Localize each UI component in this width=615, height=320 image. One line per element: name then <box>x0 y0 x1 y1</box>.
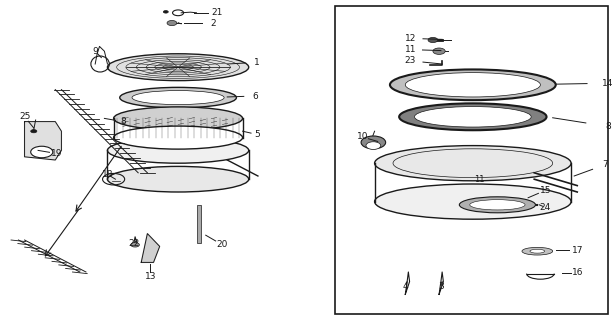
Ellipse shape <box>366 142 381 149</box>
Text: 14: 14 <box>602 79 614 88</box>
Text: 25: 25 <box>19 112 30 121</box>
Text: 8: 8 <box>605 122 611 131</box>
Ellipse shape <box>390 69 556 100</box>
Polygon shape <box>25 122 62 160</box>
Text: 13: 13 <box>145 272 156 281</box>
Text: 23: 23 <box>405 56 416 65</box>
Text: 6: 6 <box>252 92 258 100</box>
Text: 5: 5 <box>254 130 260 139</box>
Ellipse shape <box>459 197 536 213</box>
Ellipse shape <box>470 200 525 210</box>
Text: 20: 20 <box>216 240 228 249</box>
Ellipse shape <box>108 166 248 192</box>
Ellipse shape <box>405 73 541 97</box>
Ellipse shape <box>530 249 545 253</box>
Bar <box>197 205 202 243</box>
Circle shape <box>31 130 37 133</box>
Ellipse shape <box>114 107 242 130</box>
Ellipse shape <box>132 91 224 105</box>
Bar <box>335 6 608 314</box>
Text: 11: 11 <box>474 175 484 184</box>
Ellipse shape <box>361 136 386 149</box>
Ellipse shape <box>114 126 242 149</box>
Ellipse shape <box>31 146 53 158</box>
Text: 1: 1 <box>254 58 260 67</box>
Ellipse shape <box>399 103 547 130</box>
Ellipse shape <box>108 54 248 81</box>
Text: 11: 11 <box>405 45 416 54</box>
Text: 10: 10 <box>357 132 368 141</box>
Text: 17: 17 <box>571 246 583 255</box>
Ellipse shape <box>375 184 571 219</box>
Text: 7: 7 <box>602 160 608 169</box>
Text: 19: 19 <box>52 149 63 158</box>
Circle shape <box>164 11 169 13</box>
Text: 22: 22 <box>129 239 140 248</box>
Circle shape <box>433 48 445 54</box>
Text: 3: 3 <box>438 282 444 291</box>
Text: 15: 15 <box>539 186 551 195</box>
Circle shape <box>167 20 177 26</box>
Ellipse shape <box>120 87 236 108</box>
Text: 18: 18 <box>101 170 113 179</box>
Circle shape <box>131 243 140 247</box>
Text: 8: 8 <box>120 117 125 126</box>
Text: 21: 21 <box>211 8 223 17</box>
Ellipse shape <box>415 107 531 127</box>
Text: 16: 16 <box>571 268 583 277</box>
Text: 2: 2 <box>210 19 216 28</box>
Polygon shape <box>141 234 160 262</box>
Text: 12: 12 <box>405 34 416 43</box>
Ellipse shape <box>375 146 571 181</box>
Text: 9: 9 <box>92 47 98 56</box>
Text: 24: 24 <box>540 203 551 212</box>
Ellipse shape <box>108 138 248 163</box>
Text: 4: 4 <box>402 282 408 291</box>
Ellipse shape <box>522 247 553 255</box>
Circle shape <box>428 37 438 43</box>
